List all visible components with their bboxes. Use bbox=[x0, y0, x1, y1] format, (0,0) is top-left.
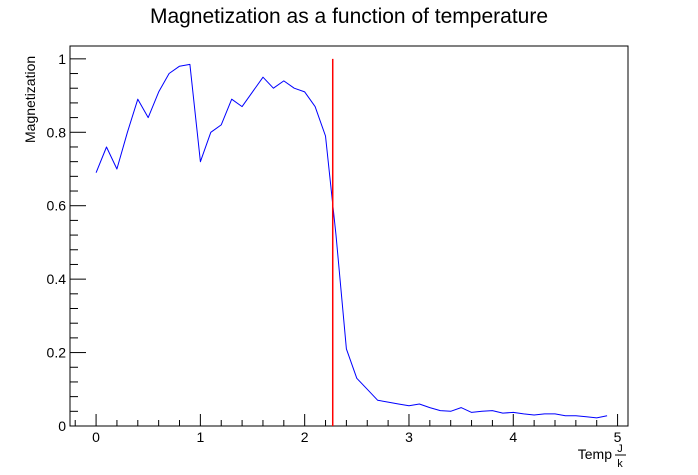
x-axis-label-denominator: k bbox=[617, 458, 623, 470]
x-axis-label: Temp J k bbox=[578, 443, 626, 470]
y-tick-label: 0.2 bbox=[47, 345, 67, 361]
x-axis-label-prefix: Temp bbox=[578, 446, 612, 462]
y-axis: 0 0.2 0.4 0.6 0.8 1 bbox=[47, 51, 86, 434]
y-axis-label: Magnetization bbox=[22, 56, 38, 143]
y-tick-label: 0 bbox=[58, 418, 66, 434]
x-axis-label-numerator: J bbox=[617, 443, 623, 455]
magnetization-line bbox=[95, 63, 608, 419]
x-tick-label: 0 bbox=[92, 429, 100, 445]
x-tick-label: 1 bbox=[196, 429, 204, 445]
y-tick-label: 0.6 bbox=[47, 198, 67, 214]
y-tick-label: 0.8 bbox=[47, 124, 67, 140]
x-tick-label: 3 bbox=[405, 429, 413, 445]
y-tick-label: 0.4 bbox=[47, 271, 67, 287]
x-tick-label: 4 bbox=[509, 429, 517, 445]
plot-frame bbox=[69, 45, 629, 427]
y-tick-label: 1 bbox=[58, 51, 66, 67]
x-axis: 0 1 2 3 4 5 bbox=[74, 414, 622, 445]
x-tick-label: 5 bbox=[614, 429, 622, 445]
x-tick-label: 2 bbox=[301, 429, 309, 445]
chart-title: Magnetization as a function of temperatu… bbox=[150, 5, 548, 28]
plot-area bbox=[95, 58, 608, 426]
